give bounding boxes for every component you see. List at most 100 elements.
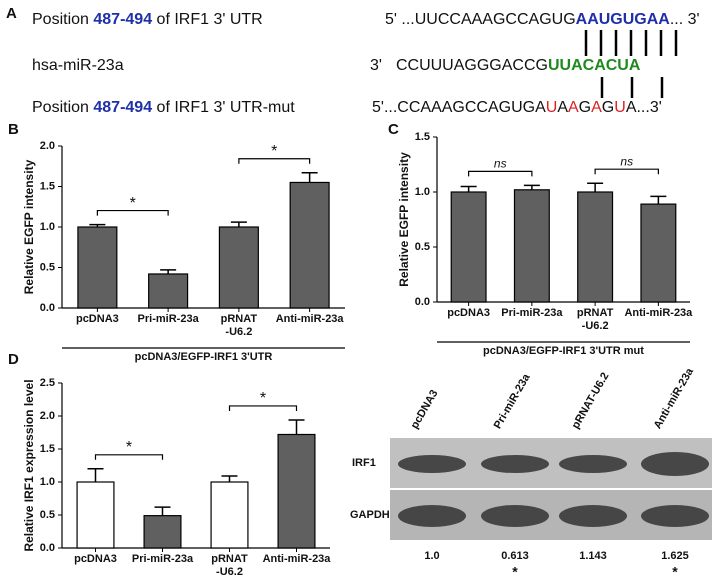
bar bbox=[577, 191, 614, 303]
sequence-segment: A...3' bbox=[626, 99, 662, 116]
x-tick-label: pRNAT -U6.2 bbox=[221, 313, 258, 338]
blot-column-label: pRNAT-U6.2 bbox=[570, 371, 612, 431]
significance-label: ns bbox=[494, 157, 507, 171]
blot-band bbox=[559, 455, 627, 473]
bar bbox=[76, 481, 115, 549]
blot-band bbox=[481, 455, 549, 473]
bar bbox=[77, 226, 118, 309]
significance-bracket bbox=[94, 454, 164, 460]
pairing-lines bbox=[584, 30, 678, 98]
y-tick-label: 0.0 bbox=[415, 296, 430, 308]
sequence-segment: 487-494 bbox=[93, 11, 152, 28]
bar bbox=[513, 189, 550, 303]
sequence-segment: 487-494 bbox=[93, 99, 152, 116]
y-tick-label: 1.0 bbox=[40, 476, 55, 488]
sequence-segment: Position bbox=[32, 99, 93, 116]
x-tick-label: Anti-miR-23a bbox=[263, 553, 332, 565]
y-tick-label: 2.0 bbox=[40, 140, 55, 152]
blot-significance: * bbox=[672, 564, 678, 580]
sequence-segment: 5' ...UUCCAAAGCCAGUG bbox=[385, 11, 576, 28]
error-bar bbox=[301, 171, 318, 183]
x-tick-label: pcDNA3 bbox=[76, 313, 119, 325]
sequence-segment: AAUGUGAA bbox=[576, 11, 671, 28]
significance-bracket bbox=[96, 209, 169, 216]
blot-column-label: pcDNA3 bbox=[409, 388, 441, 431]
panel-label: C bbox=[388, 121, 399, 138]
sequence-segment: 5'...CCAAAGCCAGUGA bbox=[372, 99, 546, 116]
x-tick-label: pRNAT -U6.2 bbox=[211, 553, 248, 578]
y-tick-label: 0.5 bbox=[40, 509, 55, 521]
x-tick-label: Anti-miR-23a bbox=[624, 307, 693, 319]
y-tick-label: 2.0 bbox=[40, 410, 55, 422]
blot-band bbox=[398, 505, 466, 527]
x-tick-label: Pri-miR-23a bbox=[132, 553, 194, 565]
x-axis-label: pcDNA3/EGFP-IRF1 3'UTR mut bbox=[483, 345, 644, 357]
sequence-line: 5'...CCAAAGCCAGUGAUAAGAGUA...3' bbox=[372, 99, 662, 116]
significance-bracket bbox=[594, 168, 659, 175]
y-tick-label: 1.5 bbox=[415, 131, 430, 143]
y-axis-label: Relative EGFP intensity bbox=[397, 152, 411, 287]
sequence-segment: A bbox=[557, 99, 568, 116]
sequence-line: 5' ...UUCCAAAGCCAGUGAAUGUGAA... 3' bbox=[385, 11, 700, 28]
sequence-segment: CCUUUAGGGACCG bbox=[396, 57, 548, 74]
error-bar bbox=[288, 419, 305, 435]
sequence-line: hsa-miR-23a bbox=[32, 57, 124, 74]
sequence-segment: ... 3' bbox=[670, 11, 700, 28]
x-tick-label: Pri-miR-23a bbox=[138, 313, 200, 325]
bar bbox=[277, 433, 316, 549]
significance-label: * bbox=[130, 195, 136, 212]
y-tick-label: 1.0 bbox=[415, 186, 430, 198]
error-bar bbox=[230, 221, 247, 227]
blot-quantification: 1.625 bbox=[661, 550, 689, 562]
blot-band bbox=[559, 505, 627, 527]
sequence-segment: of IRF1 3' UTR-mut bbox=[152, 99, 295, 116]
error-bar bbox=[650, 195, 667, 205]
blot-row-label: GAPDH bbox=[350, 509, 390, 521]
x-tick-label: Pri-miR-23a bbox=[501, 307, 563, 319]
y-tick-label: 1.5 bbox=[40, 443, 55, 455]
bar bbox=[640, 203, 677, 303]
significance-label: * bbox=[126, 439, 132, 456]
y-tick-label: 2.5 bbox=[40, 377, 55, 389]
y-tick-label: 0.0 bbox=[40, 302, 55, 314]
sequence-segment: Position bbox=[32, 11, 93, 28]
y-tick-label: 0.5 bbox=[40, 261, 55, 273]
bar bbox=[148, 273, 189, 309]
blot-quantification: 1.143 bbox=[579, 550, 607, 562]
bar bbox=[143, 515, 182, 549]
x-tick-label: pcDNA3 bbox=[74, 553, 117, 565]
bar bbox=[289, 181, 330, 309]
error-bar bbox=[160, 269, 177, 274]
blot-band bbox=[481, 505, 549, 527]
y-tick-label: 1.0 bbox=[40, 221, 55, 233]
blot-column-label: Pri-miR-23a bbox=[492, 371, 533, 431]
significance-bracket bbox=[238, 158, 311, 164]
y-tick-label: 0.5 bbox=[415, 241, 430, 253]
sequence-segment: A bbox=[568, 99, 579, 116]
sequence-line: Position 487-494 of IRF1 3' UTR-mut bbox=[32, 99, 295, 116]
x-axis-label: pcDNA3/EGFP-IRF1 3'UTR bbox=[135, 351, 273, 363]
sequence-segment: G bbox=[602, 99, 614, 116]
sequence-line: Position 487-494 of IRF1 3' UTR bbox=[32, 11, 263, 28]
bar bbox=[450, 191, 487, 303]
x-tick-label: pRNAT -U6.2 bbox=[577, 307, 614, 332]
sequence-segment: U bbox=[614, 99, 626, 116]
blot-column-label: Anti-miR-23a bbox=[652, 365, 697, 431]
sequence-segment: U bbox=[546, 99, 558, 116]
error-bar bbox=[221, 475, 238, 482]
y-axis-label: Relative EGFP intensity bbox=[22, 159, 36, 294]
sequence-segment: UUACACUA bbox=[548, 57, 641, 74]
error-bar bbox=[87, 468, 104, 482]
blot-significance: * bbox=[512, 564, 518, 580]
sequence-segment: of IRF1 3' UTR bbox=[152, 11, 263, 28]
significance-bracket bbox=[468, 170, 533, 177]
blot-quantification: 1.0 bbox=[424, 550, 439, 562]
blot-row-label: IRF1 bbox=[352, 457, 376, 469]
blot-band bbox=[641, 505, 709, 527]
blot-band bbox=[641, 452, 709, 476]
panel-label: D bbox=[8, 351, 19, 368]
bar bbox=[218, 226, 259, 309]
error-bar bbox=[523, 184, 540, 190]
sequence-segment: hsa-miR-23a bbox=[32, 57, 124, 74]
significance-label: * bbox=[271, 143, 277, 160]
